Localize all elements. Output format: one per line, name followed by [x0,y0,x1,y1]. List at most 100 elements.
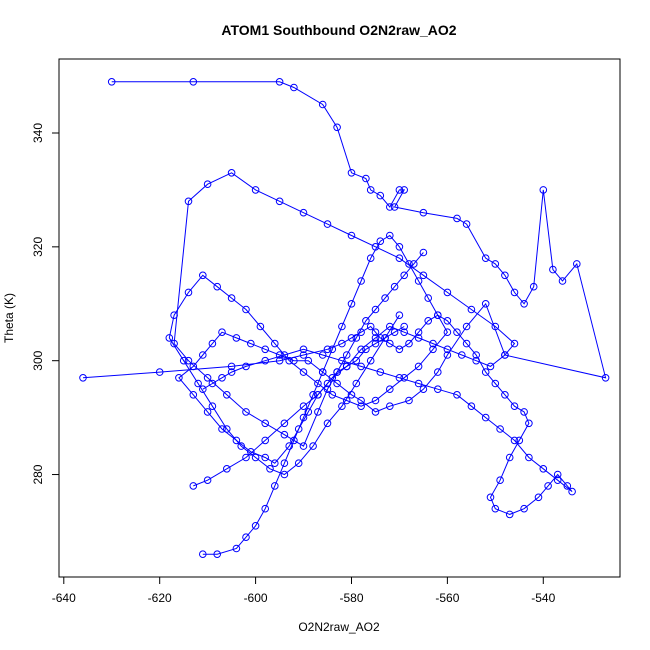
data-point [338,322,346,331]
data-point [419,271,428,280]
data-point [223,425,231,433]
data-point [491,379,500,388]
data-point [347,300,356,308]
data-point [386,203,394,211]
data-point [525,453,533,462]
data-point [458,351,466,359]
data-point [405,396,413,405]
data-point [232,544,241,553]
data-point [539,465,548,473]
data-point [189,391,198,399]
data-point [203,374,212,382]
y-tick-label: 340 [31,123,45,143]
data-point [525,419,533,428]
data-point [208,379,217,388]
data-point [400,271,409,280]
data-point [395,345,404,354]
data-point [261,504,270,513]
data-point [218,328,226,337]
data-point [443,288,452,297]
data-point [304,356,313,365]
data-point [362,317,370,325]
data-point [189,482,198,490]
data-point [520,408,528,416]
data-point [294,425,303,433]
data-point [199,351,207,359]
data-point [496,476,504,485]
data-point [280,459,289,468]
data-point [261,345,270,354]
data-point [481,368,490,376]
data-point [266,465,274,473]
data-point [390,203,399,211]
data-point [443,351,452,359]
data-point [227,169,236,177]
data-point [472,356,481,365]
data-point [342,396,351,405]
data-point [242,408,250,416]
data-point [256,322,265,331]
data-point [275,197,284,206]
data-point [414,334,423,342]
series-line [168,234,449,555]
data-point [553,476,562,485]
data-point [170,339,178,348]
data-point [366,254,375,263]
data-point [251,186,260,194]
data-point [366,356,375,365]
data-point [381,334,389,342]
data-point [434,385,442,394]
data-point [208,402,217,411]
data-point [318,368,327,376]
x-axis: -640 -620 -600 -580 -560 -540 [52,576,556,605]
data-point [223,391,231,399]
data-point [453,391,461,399]
data-point [247,448,255,456]
data-point [213,282,221,291]
data-point [573,260,581,268]
data-point [223,465,231,473]
data-point [342,351,351,359]
data-point [510,402,519,411]
data-point [199,385,207,394]
data-point [544,482,552,490]
data-point [424,294,433,302]
data-point [271,459,279,468]
data-point [601,374,610,382]
data-point [227,368,236,376]
data-point [280,419,289,428]
data-point [165,334,174,342]
data-point [386,231,394,240]
data-point [357,362,365,371]
data-point [189,78,198,86]
data-point [405,260,413,268]
data-point [213,550,221,559]
chart-title: ATOM1 Southbound O2N2raw_AO2 [221,22,456,38]
data-point [462,220,471,228]
data-point [366,322,375,331]
y-tick-label: 320 [31,237,45,257]
data-point [520,300,528,308]
data-point [175,374,183,382]
data-point [323,385,332,394]
data-point [318,351,327,359]
data-point [314,408,322,416]
series-3 [170,169,519,490]
data-point [400,374,409,382]
data-point [357,402,365,411]
data-point [386,339,394,348]
data-point [299,351,308,359]
data-point [352,356,361,365]
data-point [251,453,260,462]
data-point [338,402,346,411]
data-point [501,351,509,359]
data-point [299,345,308,354]
data-point [371,305,380,314]
data-point [453,328,461,337]
data-point [395,254,404,263]
data-point [549,265,557,274]
data-point [371,396,380,405]
data-point [347,334,356,342]
x-tick-label: -620 [148,591,172,605]
